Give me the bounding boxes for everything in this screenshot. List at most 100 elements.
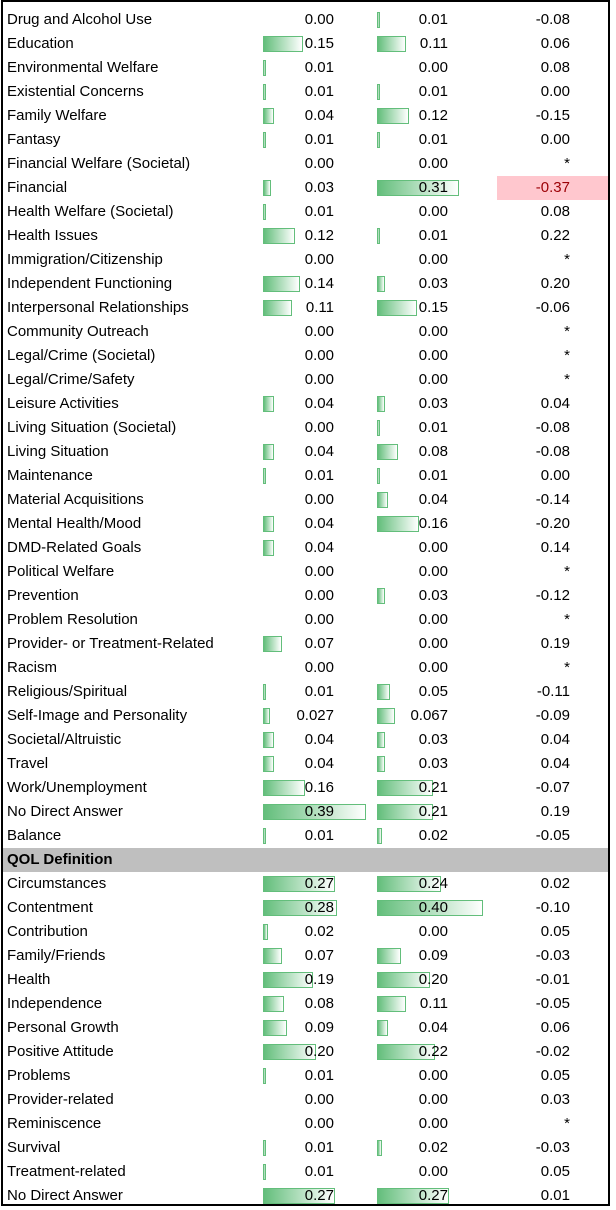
- table-row: Survival 0.01 0.02 -0.03: [3, 1136, 608, 1160]
- difference-text: -0.07: [535, 779, 570, 796]
- difference-text: 0.00: [540, 83, 570, 100]
- data-bar: [263, 228, 295, 244]
- difference-cell: *: [497, 344, 608, 368]
- table-row: Provider-related 0.00 0.00 0.03: [3, 1088, 608, 1112]
- difference-cell: -0.08: [497, 440, 608, 464]
- value-cell-1: 0.08: [261, 992, 373, 1016]
- value-text: 0.04: [304, 755, 334, 772]
- difference-text: -0.12: [535, 587, 570, 604]
- value-cell-2: 0.03: [375, 728, 495, 752]
- data-bar: [377, 588, 385, 604]
- difference-text: 0.05: [540, 923, 570, 940]
- difference-cell: 0.08: [497, 56, 608, 80]
- difference-text: -0.03: [535, 1139, 570, 1156]
- difference-text: 0.04: [540, 395, 570, 412]
- value-text: 0.00: [418, 611, 448, 628]
- difference-text: -0.03: [535, 947, 570, 964]
- data-bar: [263, 1188, 335, 1204]
- difference-cell: 0.06: [497, 1016, 608, 1040]
- value-cell-2: 0.00: [375, 56, 495, 80]
- table-row: Legal/Crime/Safety 0.00 0.00 *: [3, 368, 608, 392]
- table-row: DMD-Related Goals 0.04 0.00 0.14: [3, 536, 608, 560]
- row-label-prevention: Prevention: [7, 587, 79, 604]
- value-text: 0.05: [418, 683, 448, 700]
- value-text: 0.03: [304, 179, 334, 196]
- value-text: 0.11: [419, 995, 448, 1012]
- data-bar: [377, 708, 395, 724]
- data-bar: [377, 180, 459, 196]
- value-cell-1: 0.11: [261, 296, 373, 320]
- value-cell-1: 0.00: [261, 560, 373, 584]
- difference-text: -0.05: [535, 827, 570, 844]
- row-label-positive-attitude: Positive Attitude: [7, 1043, 114, 1060]
- difference-cell: 0.08: [497, 200, 608, 224]
- value-cell-2: 0.00: [375, 656, 495, 680]
- row-label-societal-altruistic: Societal/Altruistic: [7, 731, 122, 748]
- value-cell-2: 0.12: [375, 104, 495, 128]
- row-label-no-direct-answer: No Direct Answer: [7, 1187, 123, 1204]
- value-cell-2: 0.01: [375, 416, 495, 440]
- value-text: 0.03: [418, 755, 448, 772]
- value-text: 0.04: [304, 539, 334, 556]
- value-cell-2: 0.16: [375, 512, 495, 536]
- row-label-circumstances: Circumstances: [7, 875, 107, 892]
- table-row: Circumstances 0.27 0.24 0.02: [3, 872, 608, 896]
- value-text: 0.02: [418, 827, 448, 844]
- difference-text: 0.06: [540, 35, 570, 52]
- data-bar: [263, 132, 266, 148]
- value-text: 0.00: [418, 1115, 448, 1132]
- table-row: Legal/Crime (Societal) 0.00 0.00 *: [3, 344, 608, 368]
- value-cell-1: 0.01: [261, 200, 373, 224]
- value-cell-2: 0.03: [375, 272, 495, 296]
- value-text: 0.12: [304, 227, 334, 244]
- value-cell-2: 0.00: [375, 1160, 495, 1184]
- value-cell-1: 0.04: [261, 536, 373, 560]
- difference-text: *: [564, 371, 570, 388]
- data-bar: [377, 1140, 382, 1156]
- value-text: 0.04: [304, 515, 334, 532]
- row-label-legal-crime-safety: Legal/Crime/Safety: [7, 371, 135, 388]
- row-label-work-unemployment: Work/Unemployment: [7, 779, 147, 796]
- value-cell-1: 0.01: [261, 128, 373, 152]
- table-row: Health 0.19 0.20 -0.01: [3, 968, 608, 992]
- data-bar: [377, 684, 390, 700]
- value-text: 0.00: [304, 251, 334, 268]
- value-cell-1: 0.03: [261, 176, 373, 200]
- value-cell-2: 0.00: [375, 1088, 495, 1112]
- data-bar: [263, 1140, 266, 1156]
- difference-text: *: [564, 347, 570, 364]
- table-row: Political Welfare 0.00 0.00 *: [3, 560, 608, 584]
- data-bar: [263, 180, 271, 196]
- data-bar: [263, 204, 266, 220]
- value-text: 0.39: [304, 803, 334, 820]
- data-bar: [377, 420, 380, 436]
- row-label-contentment: Contentment: [7, 899, 93, 916]
- data-bar: [263, 972, 313, 988]
- value-text: 0.00: [304, 419, 334, 436]
- table-row: Personal Growth 0.09 0.04 0.06: [3, 1016, 608, 1040]
- data-bar: [377, 996, 406, 1012]
- value-text: 0.00: [418, 1163, 448, 1180]
- row-label-dmd-related-goals: DMD-Related Goals: [7, 539, 142, 556]
- value-text: 0.01: [304, 83, 334, 100]
- difference-cell: *: [497, 608, 608, 632]
- value-cell-2: 0.15: [375, 296, 495, 320]
- data-bar: [377, 276, 385, 292]
- data-bar: [377, 516, 419, 532]
- row-label-provider-or-treatment-related: Provider- or Treatment-Related: [7, 635, 214, 652]
- data-bar: [377, 828, 382, 844]
- difference-text: -0.10: [535, 899, 570, 916]
- value-cell-2: 0.00: [375, 632, 495, 656]
- value-cell-2: 0.01: [375, 464, 495, 488]
- value-text: 0.20: [304, 1043, 334, 1060]
- data-bar: [377, 108, 409, 124]
- row-label-environmental-welfare: Environmental Welfare: [7, 59, 159, 76]
- difference-text: *: [564, 659, 570, 676]
- value-cell-1: 0.00: [261, 608, 373, 632]
- value-text: 0.00: [304, 611, 334, 628]
- value-cell-1: 0.00: [261, 248, 373, 272]
- data-bar: [263, 804, 366, 820]
- value-text: 0.04: [418, 1019, 448, 1036]
- difference-text: 0.00: [540, 467, 570, 484]
- table-row: Family Welfare 0.04 0.12 -0.15: [3, 104, 608, 128]
